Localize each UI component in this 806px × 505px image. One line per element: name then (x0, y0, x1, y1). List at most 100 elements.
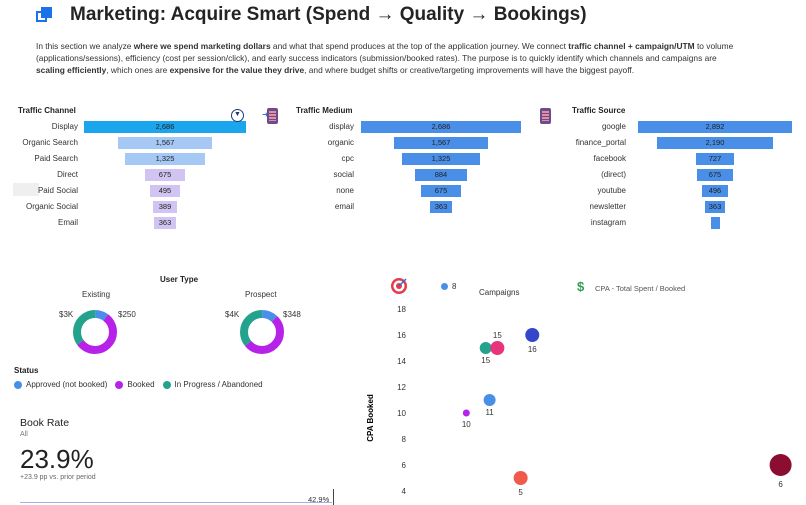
funnel-row-label: facebook (593, 154, 626, 163)
funnel-row-label: Direct (57, 170, 78, 179)
legend-label: In Progress / Abandoned (174, 380, 263, 389)
funnel-bar[interactable]: 675 (144, 169, 186, 181)
y-axis-label: CPA Booked (366, 394, 375, 442)
bar-chart-icon[interactable] (540, 108, 551, 124)
funnel-bar[interactable]: 2,190 (656, 137, 774, 149)
funnel-row-label: Organic Search (22, 138, 78, 147)
scatter-point[interactable] (483, 394, 496, 406)
campaign-scatter-chart[interactable]: CPA Booked 4 6 8 10 12 14 16 18 10 11 15 15 16 5 6 (360, 298, 806, 505)
funnel-bar[interactable]: 363 (430, 201, 452, 213)
funnel-row-label: none (336, 186, 354, 195)
legend-dot (14, 380, 22, 389)
funnel-bar[interactable]: 1,325 (401, 153, 481, 165)
kpi-axis (333, 489, 334, 505)
funnel-row-label: instagram (590, 218, 626, 227)
funnel-bar[interactable]: 2,686 (84, 121, 246, 133)
scatter-point[interactable] (462, 409, 470, 417)
funnel-bar[interactable]: 2,686 (361, 121, 521, 133)
y-tick-label: 12 (397, 383, 406, 392)
funnel-bar[interactable]: 363 (154, 217, 176, 229)
donut-slice[interactable] (73, 310, 117, 354)
funnel-bar[interactable]: 2,892 (638, 121, 792, 133)
user-type-title: User Type (160, 275, 199, 284)
legend-dot (162, 380, 171, 389)
scatter-point[interactable] (525, 328, 540, 342)
point-label: 15 (493, 331, 502, 340)
y-tick-label: 8 (402, 435, 407, 444)
target-icon[interactable] (390, 277, 408, 295)
funnel-row-label: Paid Search (34, 154, 78, 163)
cpa-title: CPA - Total Spent / Booked (595, 284, 686, 293)
funnel-row-label: Paid Social (37, 186, 78, 195)
scatter-point[interactable] (490, 341, 505, 355)
kpi-filter: All (20, 431, 28, 438)
campaign-legend-value: 8 (452, 282, 457, 291)
prospect-left-value: $4K (225, 310, 240, 319)
y-tick-label: 14 (397, 357, 406, 366)
funnel-bar[interactable]: 675 (420, 185, 462, 197)
legend-dot (441, 283, 448, 290)
funnel-bar[interactable]: 884 (414, 169, 468, 181)
funnel-row-label: (direct) (601, 170, 626, 179)
funnel-row-label: newsletter (589, 202, 626, 211)
donut-slice[interactable] (240, 310, 284, 354)
donut-slice[interactable] (240, 310, 284, 354)
funnel-bar[interactable]: 495 (150, 185, 180, 197)
scatter-point[interactable] (769, 454, 792, 476)
existing-left-value: $3K (59, 310, 74, 319)
point-label: 5 (518, 488, 523, 497)
legend-item[interactable]: Approved (not booked) (14, 380, 107, 389)
y-tick-label: 16 (397, 331, 406, 340)
existing-right-value: $250 (118, 310, 136, 319)
point-label: 10 (462, 420, 471, 429)
y-tick-label: 10 (397, 409, 406, 418)
donut[interactable] (73, 310, 117, 354)
funnel-bar[interactable]: 1,567 (394, 137, 488, 149)
page-header: Marketing: Acquire Smart (Spend → Qualit… (36, 2, 587, 28)
campaigns-title: Campaigns (479, 288, 520, 297)
donut[interactable] (240, 310, 284, 354)
y-tick-label: 6 (402, 461, 407, 470)
funnel-bar[interactable]: 675 (697, 169, 733, 181)
legend-label: Booked (127, 380, 155, 389)
funnel-bar[interactable]: 1,567 (117, 137, 213, 149)
funnel-row-label: organic (327, 138, 354, 147)
funnel-title: Traffic Medium (296, 106, 353, 115)
funnel-bar[interactable] (710, 217, 720, 229)
funnel-bar[interactable]: 363 (705, 201, 725, 213)
drill-arrow-icon[interactable]: ➜ (262, 110, 269, 119)
funnel-bar[interactable]: 727 (695, 153, 735, 165)
chevron-down-icon[interactable]: ▼ (231, 109, 244, 122)
scatter-point[interactable] (513, 471, 528, 485)
scatter-point[interactable] (479, 342, 492, 354)
bar-chart-icon[interactable] (267, 108, 278, 124)
dollar-icon: $ (577, 279, 585, 294)
funnel-title: Traffic Channel (18, 106, 76, 115)
kpi-delta: +23.9 pp vs. prior period (20, 474, 96, 481)
donut-slice[interactable] (73, 310, 117, 354)
row-highlight (13, 183, 39, 196)
legend-label: Approved (not booked) (26, 380, 108, 389)
funnel-row-label: Email (57, 218, 78, 227)
kpi-sparkline (20, 502, 332, 503)
user-type-donuts[interactable] (60, 300, 380, 370)
funnel-row-label: email (334, 202, 354, 211)
point-label: 16 (528, 345, 537, 354)
funnel-bar[interactable]: 496 (701, 185, 729, 197)
existing-label: Existing (82, 290, 111, 299)
funnel-row-label: youtube (597, 186, 626, 195)
prospect-right-value: $348 (283, 310, 301, 319)
y-tick-label: 18 (397, 305, 406, 314)
kpi-value: 23.9% (20, 444, 94, 474)
status-legend[interactable]: Approved (not booked) Booked In Progress /… (14, 380, 271, 389)
campaign-legend: 8 (441, 282, 456, 291)
funnel-row-label: finance_portal (575, 138, 626, 147)
legend-item[interactable]: Booked (115, 380, 155, 389)
funnel-row-label: Organic Social (25, 202, 78, 211)
legend-item[interactable]: In Progress / Abandoned (162, 380, 263, 389)
funnel-row-label: Display (51, 122, 78, 131)
funnel-bar[interactable]: 1,325 (125, 153, 205, 165)
funnel-bar[interactable]: 389 (153, 201, 177, 213)
kpi-title: Book Rate (20, 417, 70, 429)
funnel-title: Traffic Source (572, 106, 626, 115)
